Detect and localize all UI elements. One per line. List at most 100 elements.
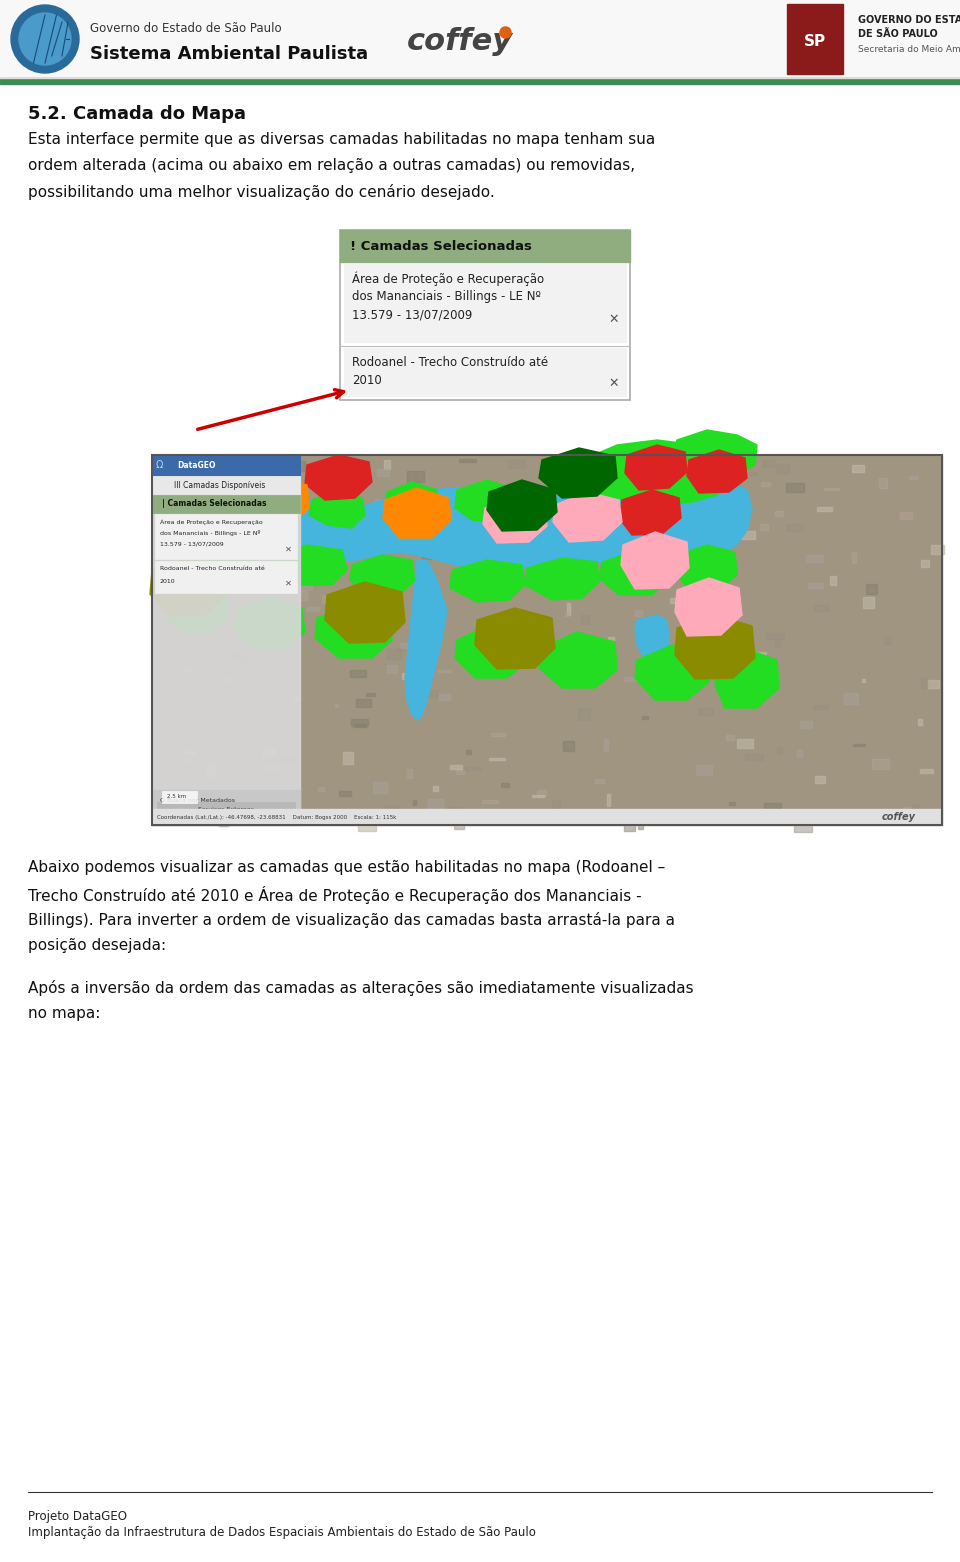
Bar: [624, 820, 635, 831]
Bar: [386, 611, 393, 619]
Bar: [340, 230, 630, 262]
Bar: [162, 487, 168, 489]
Text: dos Mananciais - Billings - LE Nº: dos Mananciais - Billings - LE Nº: [352, 291, 540, 303]
Bar: [845, 694, 858, 704]
Bar: [301, 558, 315, 569]
Text: Serviços Externos: Serviços Externos: [198, 808, 254, 812]
Bar: [559, 815, 569, 823]
Bar: [422, 551, 431, 559]
Bar: [605, 503, 620, 512]
Bar: [289, 615, 298, 623]
Text: Após a inversão da ordem das camadas as alterações são imediatamente visualizada: Após a inversão da ordem das camadas as …: [28, 979, 694, 997]
Bar: [508, 459, 525, 467]
Bar: [734, 522, 746, 533]
Text: 13.579 - 13/07/2009: 13.579 - 13/07/2009: [160, 540, 224, 547]
Bar: [926, 679, 939, 687]
Text: Rodoanel - Trecho Construído até: Rodoanel - Trecho Construído até: [160, 565, 265, 572]
Bar: [188, 575, 197, 580]
Bar: [413, 615, 420, 622]
Bar: [155, 561, 297, 594]
Text: Ω: Ω: [156, 459, 163, 470]
Polygon shape: [150, 558, 225, 615]
Polygon shape: [619, 490, 681, 536]
Polygon shape: [599, 550, 669, 595]
Bar: [761, 483, 770, 486]
Bar: [760, 525, 768, 531]
Text: 2010: 2010: [352, 373, 382, 387]
Bar: [852, 465, 864, 472]
Bar: [794, 825, 812, 833]
Polygon shape: [675, 578, 742, 636]
Polygon shape: [309, 490, 365, 528]
Text: | Camadas Selecionadas: | Camadas Selecionadas: [162, 500, 267, 509]
Bar: [499, 484, 502, 495]
Bar: [206, 484, 211, 494]
Bar: [863, 597, 874, 608]
Polygon shape: [237, 484, 287, 520]
Bar: [552, 800, 560, 808]
Polygon shape: [455, 480, 515, 522]
Bar: [777, 464, 789, 473]
Circle shape: [19, 12, 71, 66]
Bar: [168, 814, 183, 818]
Text: Abaixo podemos visualizar as camadas que estão habilitadas no mapa (Rodoanel –: Abaixo podemos visualizar as camadas que…: [28, 861, 665, 875]
Bar: [464, 767, 481, 770]
Bar: [674, 559, 691, 569]
Bar: [726, 736, 734, 739]
Bar: [385, 806, 399, 809]
Bar: [787, 5, 843, 73]
Bar: [407, 647, 420, 653]
Bar: [293, 697, 300, 700]
Bar: [152, 455, 942, 825]
Bar: [532, 795, 543, 797]
Bar: [608, 637, 613, 647]
Bar: [921, 678, 927, 687]
Bar: [427, 798, 444, 811]
Bar: [762, 459, 774, 467]
Bar: [801, 720, 811, 728]
Polygon shape: [687, 450, 747, 494]
Bar: [764, 803, 780, 811]
Text: Esta interface permite que as diversas camadas habilitadas no mapa tenham sua: Esta interface permite que as diversas c…: [28, 133, 656, 147]
Text: ordem alterada (acima ou abaixo em relação a outras camadas) ou removidas,: ordem alterada (acima ou abaixo em relaç…: [28, 158, 636, 173]
Bar: [349, 670, 366, 678]
Polygon shape: [275, 545, 347, 586]
Bar: [162, 790, 197, 803]
Bar: [254, 808, 266, 812]
Text: Sistema Ambiental Paulista: Sistema Ambiental Paulista: [90, 45, 368, 62]
Text: 2010: 2010: [160, 580, 176, 584]
Bar: [729, 690, 745, 698]
Bar: [344, 264, 626, 342]
Bar: [454, 818, 464, 829]
Bar: [354, 723, 366, 726]
Bar: [537, 790, 546, 795]
Text: ✕: ✕: [284, 578, 292, 587]
Bar: [218, 742, 229, 748]
Bar: [152, 455, 942, 825]
Bar: [750, 472, 757, 475]
Bar: [872, 759, 889, 769]
Bar: [766, 633, 784, 639]
Text: III Camadas Disponíveis: III Camadas Disponíveis: [174, 481, 265, 489]
Bar: [721, 495, 726, 500]
Text: DE SÃO PAULO: DE SÃO PAULO: [858, 30, 938, 39]
Bar: [920, 769, 933, 773]
Text: 13.579 - 13/07/2009: 13.579 - 13/07/2009: [352, 308, 472, 322]
Bar: [670, 598, 684, 603]
Bar: [262, 748, 275, 756]
Bar: [387, 664, 396, 673]
Bar: [922, 561, 928, 567]
Text: 5.2. Camada do Mapa: 5.2. Camada do Mapa: [28, 105, 246, 123]
Bar: [637, 822, 643, 828]
Bar: [578, 708, 590, 720]
Text: Área de Proteção e Recuperação: Área de Proteção e Recuperação: [160, 519, 263, 525]
Bar: [575, 523, 582, 528]
Bar: [490, 758, 505, 759]
Bar: [222, 506, 225, 509]
Bar: [737, 739, 753, 748]
Bar: [862, 679, 865, 683]
Polygon shape: [169, 455, 235, 500]
Bar: [508, 497, 526, 508]
Text: ✕: ✕: [609, 312, 619, 325]
Bar: [909, 476, 919, 480]
